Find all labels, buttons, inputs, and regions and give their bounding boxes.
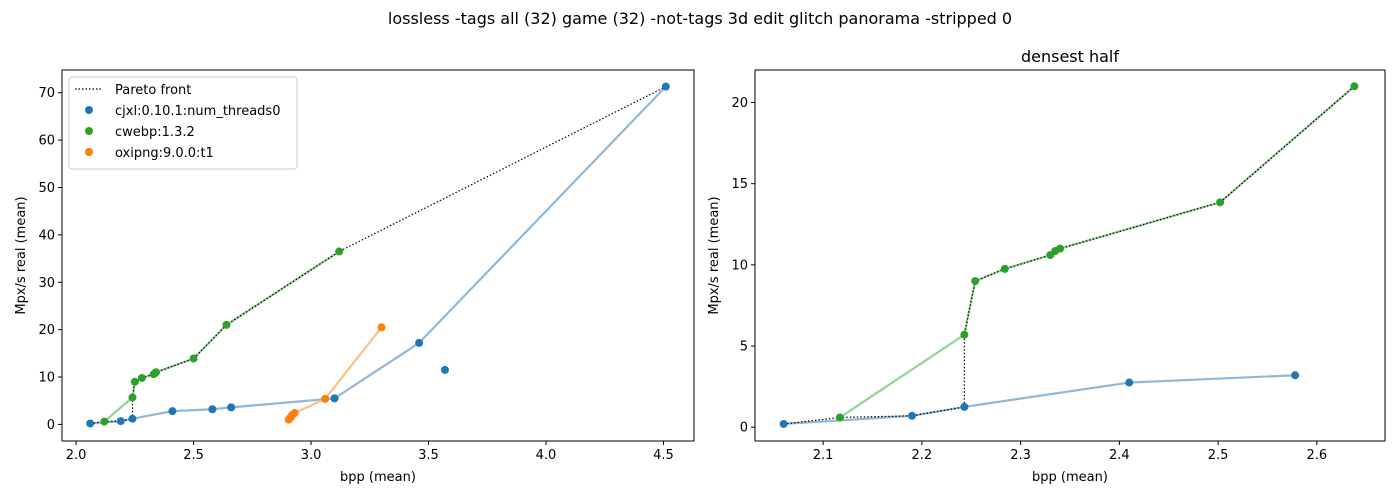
data-point-cjxl-0-10-1-num-threads0 bbox=[908, 411, 917, 420]
x-tick-label: 2.6 bbox=[1307, 448, 1328, 463]
data-point-cjxl-0-10-1-num-threads0 bbox=[208, 405, 217, 414]
x-axis-label: bpp (mean) bbox=[340, 470, 416, 485]
y-tick-label: 20 bbox=[38, 323, 55, 338]
y-tick-label: 10 bbox=[731, 258, 748, 273]
data-point-cjxl-0-10-1-num-threads0 bbox=[168, 407, 177, 416]
x-tick-label: 4.0 bbox=[536, 448, 557, 463]
x-tick-label: 2.0 bbox=[66, 448, 87, 463]
data-point-cjxl-0-10-1-num-threads0 bbox=[960, 402, 969, 411]
data-point-cjxl-0-10-1-num-threads0 bbox=[1291, 371, 1300, 380]
x-tick-label: 4.5 bbox=[653, 448, 674, 463]
y-axis-label: Mpx/s real (mean) bbox=[707, 196, 722, 314]
legend-label: Pareto front bbox=[115, 83, 191, 98]
plot-title: densest half bbox=[1021, 47, 1119, 66]
data-point-cwebp-1-3-2 bbox=[1350, 82, 1359, 91]
y-tick-label: 10 bbox=[38, 371, 55, 386]
y-tick-label: 5 bbox=[740, 340, 748, 355]
y-tick-label: 15 bbox=[731, 177, 748, 192]
y-tick-label: 50 bbox=[38, 181, 55, 196]
y-tick-label: 60 bbox=[38, 134, 55, 149]
x-tick-label: 2.1 bbox=[813, 448, 834, 463]
data-point-cjxl-0-10-1-num-threads0 bbox=[779, 419, 788, 428]
data-point-cwebp-1-3-2 bbox=[128, 393, 137, 402]
data-point-cjxl-0-10-1-num-threads0 bbox=[661, 82, 670, 91]
legend-marker-oxipng-9-0-0-t1 bbox=[85, 148, 93, 156]
data-point-cjxl-0-10-1-num-threads0 bbox=[1125, 378, 1134, 387]
legend-label: cjxl:0.10.1:num_threads0 bbox=[115, 104, 280, 119]
data-point-cwebp-1-3-2 bbox=[137, 373, 146, 382]
y-tick-label: 20 bbox=[731, 96, 748, 111]
x-axis-label: bpp (mean) bbox=[1032, 470, 1108, 485]
data-point-oxipng-9-0-0-t1 bbox=[377, 323, 386, 332]
data-point-cwebp-1-3-2 bbox=[971, 277, 980, 286]
right-plot-densest-half: 2.1 2.2 2.3 2.4 2.5 2.6 0 5 10 15 20 bpp (mean) Mpx/… bbox=[707, 47, 1386, 485]
x-tick-label: 2.4 bbox=[1109, 448, 1130, 463]
data-point-oxipng-9-0-0-t1 bbox=[290, 409, 299, 418]
figure-suptitle: lossless -tags all (32) game (32) -not-t… bbox=[388, 9, 1012, 28]
data-point-cjxl-0-10-1-num-threads0 bbox=[415, 338, 424, 347]
data-point-cjxl-0-10-1-num-threads0 bbox=[128, 414, 137, 423]
x-tick-label: 3.5 bbox=[418, 448, 439, 463]
legend-marker-cwebp-1-3-2 bbox=[85, 127, 93, 135]
data-point-cwebp-1-3-2 bbox=[222, 320, 231, 329]
data-point-cwebp-1-3-2 bbox=[151, 368, 160, 377]
x-tick-label: 2.5 bbox=[183, 448, 204, 463]
x-tick-label: 2.2 bbox=[912, 448, 933, 463]
legend-label: cwebp:1.3.2 bbox=[115, 125, 195, 140]
y-tick-label: 30 bbox=[38, 276, 55, 291]
data-point-cwebp-1-3-2 bbox=[130, 377, 139, 386]
data-point-cwebp-1-3-2 bbox=[100, 417, 109, 426]
data-point-cjxl-0-10-1-num-threads0 bbox=[330, 394, 339, 403]
legend-box bbox=[68, 76, 298, 170]
pareto-front-line bbox=[783, 85, 1355, 425]
data-point-cjxl-0-10-1-num-threads0 bbox=[86, 419, 95, 428]
x-tick-label: 2.5 bbox=[1208, 448, 1229, 463]
data-point-cjxl-0-10-1-num-threads0 bbox=[440, 365, 449, 374]
legend-label: oxipng:9.0.0:t1 bbox=[115, 146, 214, 161]
left-plot: 2.0 2.5 3.0 3.5 4.0 4.5 0 10 20 30 40 50 60 70 bpp (me… bbox=[14, 69, 695, 485]
y-tick-label: 0 bbox=[740, 421, 748, 436]
data-point-oxipng-9-0-0-t1 bbox=[321, 394, 330, 403]
data-point-cwebp-1-3-2 bbox=[960, 330, 969, 339]
plot-frame bbox=[754, 69, 1386, 442]
data-point-cwebp-1-3-2 bbox=[1216, 198, 1225, 207]
x-tick-label: 3.0 bbox=[301, 448, 322, 463]
legend-marker-cjxl-0-10-1-num-threads0 bbox=[85, 106, 93, 114]
y-tick-label: 40 bbox=[38, 228, 55, 243]
data-point-cwebp-1-3-2 bbox=[1056, 244, 1065, 253]
y-tick-label: 70 bbox=[38, 86, 55, 101]
data-point-cwebp-1-3-2 bbox=[335, 247, 344, 256]
y-tick-label: 0 bbox=[47, 418, 55, 433]
data-point-cwebp-1-3-2 bbox=[835, 413, 844, 422]
data-point-cwebp-1-3-2 bbox=[1000, 264, 1009, 273]
x-tick-label: 2.3 bbox=[1010, 448, 1031, 463]
data-point-cjxl-0-10-1-num-threads0 bbox=[116, 417, 125, 426]
data-point-cjxl-0-10-1-num-threads0 bbox=[227, 403, 236, 412]
y-axis-label: Mpx/s real (mean) bbox=[14, 196, 29, 314]
data-point-cwebp-1-3-2 bbox=[189, 354, 198, 363]
